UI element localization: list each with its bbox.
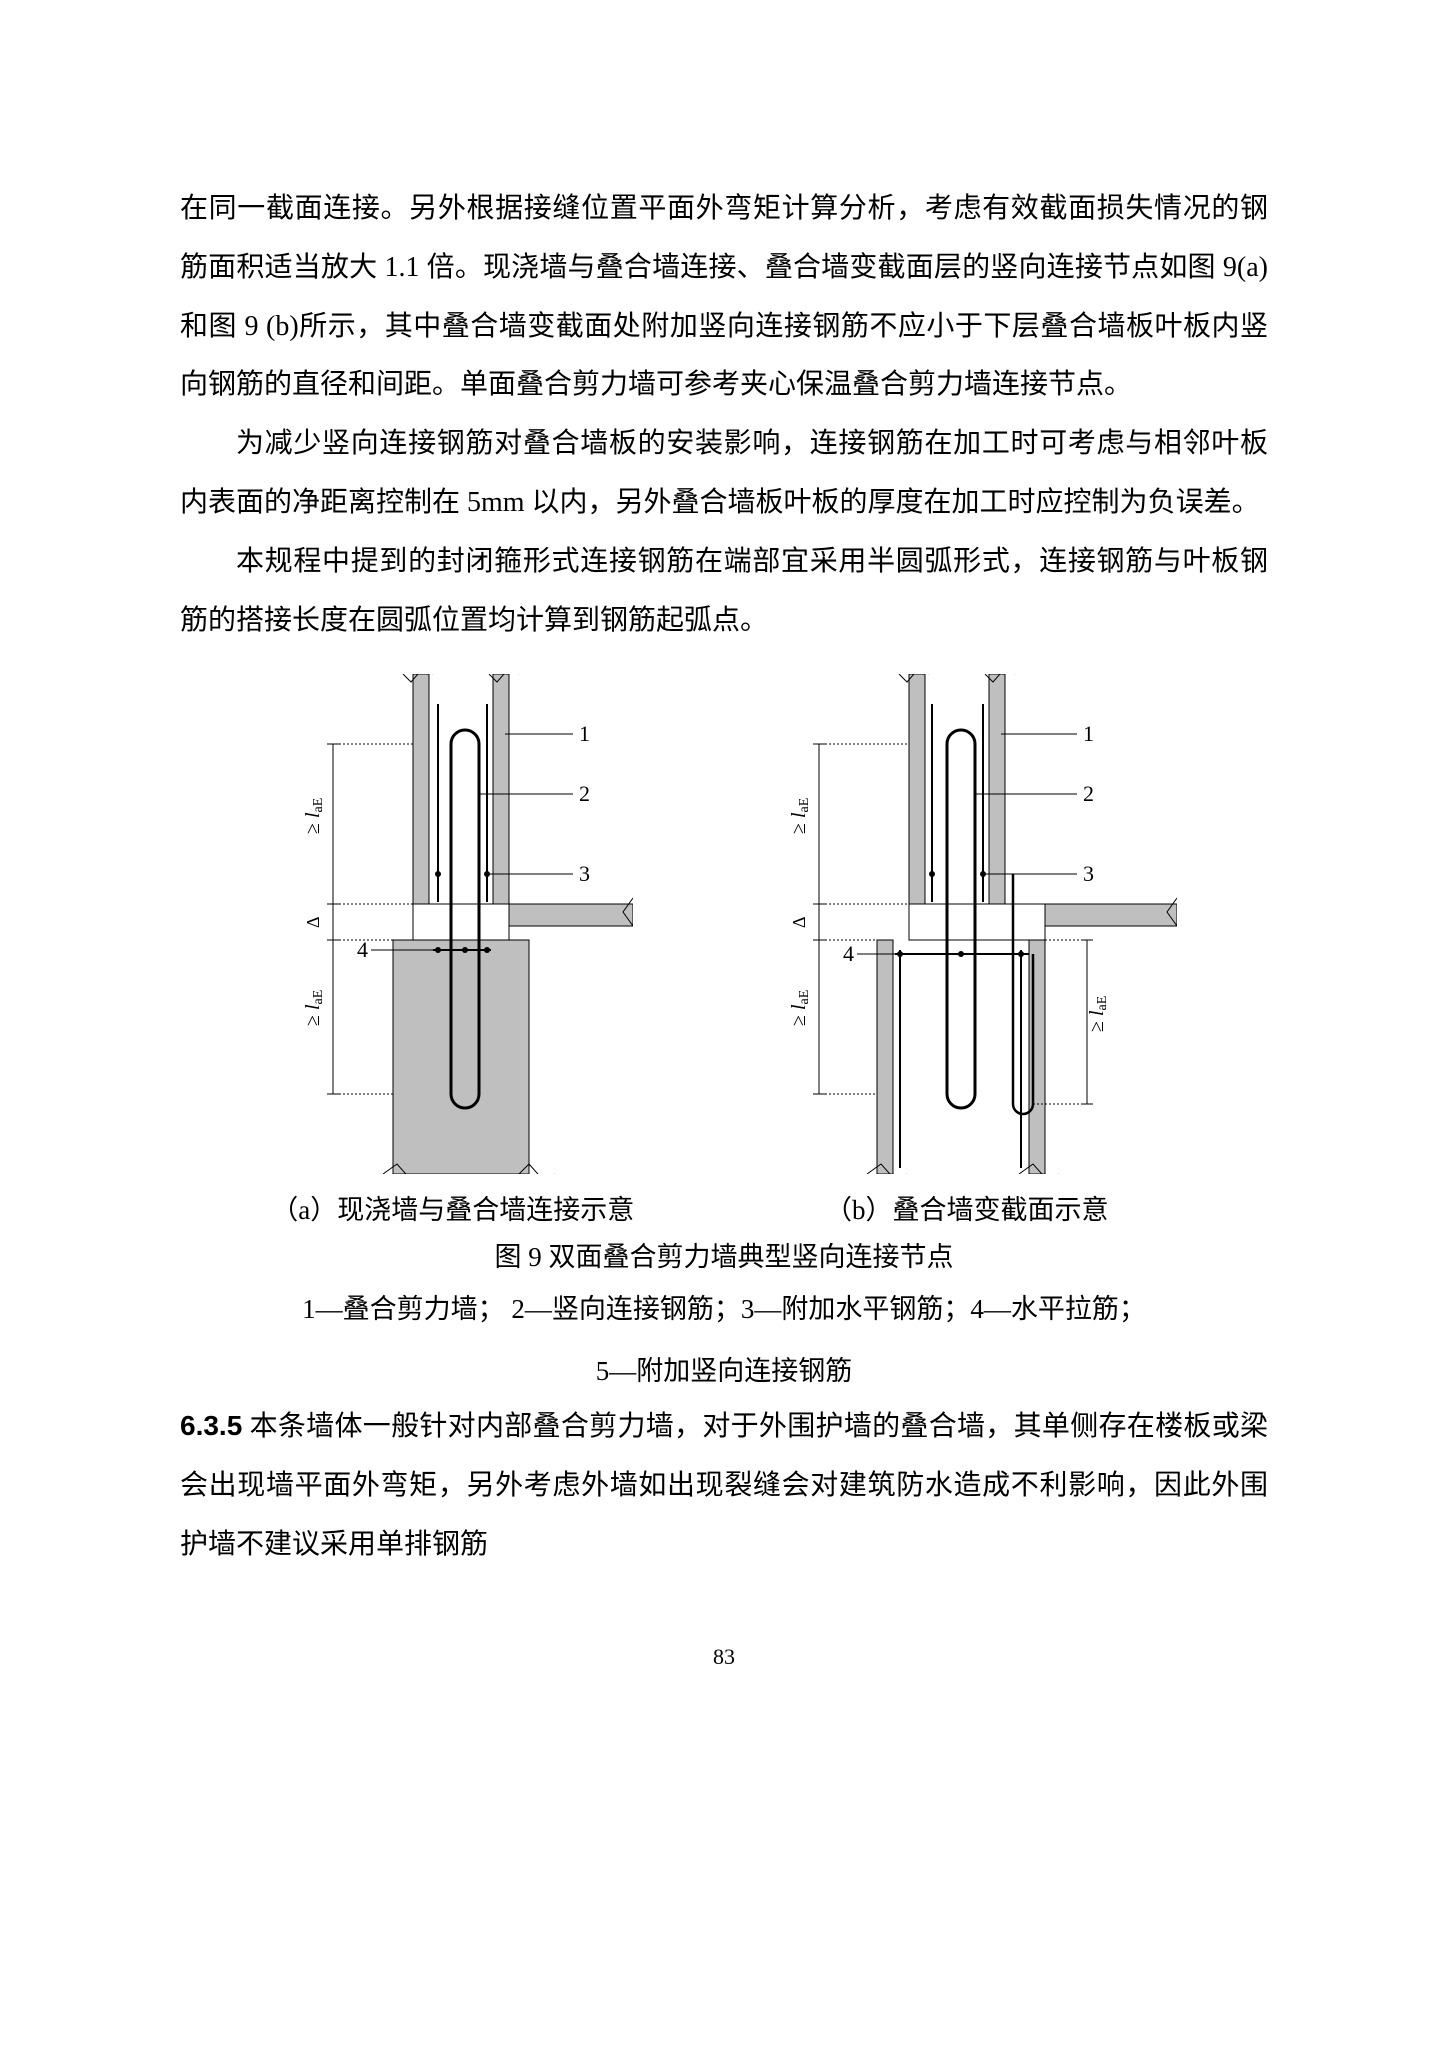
svg-text:3: 3 <box>1083 861 1094 886</box>
svg-text:≥ laE: ≥ laE <box>788 990 812 1026</box>
svg-text:≥ laE: ≥ laE <box>1086 996 1110 1032</box>
diagram-b: 1 2 3 4 ≥ laE Δ ≥ laE <box>757 674 1177 1174</box>
paragraph-1: 在同一截面连接。另外根据接缝位置平面外弯矩计算分析，考虑有效截面损失情况的钢筋面… <box>180 180 1268 415</box>
subfigure-a: 1 2 3 4 ≥ laE Δ ≥ laE <box>271 674 634 1227</box>
svg-text:Δ: Δ <box>303 917 323 929</box>
figure-9-legend-1: 1—叠合剪力墙； 2—竖向连接钢筋；3—附加水平钢筋；4—水平拉筋； <box>180 1284 1268 1335</box>
svg-text:1: 1 <box>579 721 590 746</box>
subfigure-b-caption: （b）叠合墙变截面示意 <box>825 1188 1109 1227</box>
svg-text:4: 4 <box>843 941 854 966</box>
svg-text:≥ laE: ≥ laE <box>302 990 326 1026</box>
figure-9-caption: 图 9 双面叠合剪力墙典型竖向连接节点 <box>180 1235 1268 1274</box>
section-number-635: 6.3.5 <box>180 1410 242 1441</box>
svg-text:2: 2 <box>1083 781 1094 806</box>
diagram-a: 1 2 3 4 ≥ laE Δ ≥ laE <box>273 674 633 1174</box>
svg-text:≥ laE: ≥ laE <box>302 798 326 834</box>
svg-text:4: 4 <box>357 937 368 962</box>
subfigure-b: 1 2 3 4 ≥ laE Δ ≥ laE <box>757 674 1177 1227</box>
paragraph-635-text: 本条墙体一般针对内部叠合剪力墙，对于外围护墙的叠合墙，其单侧存在楼板或梁会出现墙… <box>180 1411 1268 1560</box>
paragraph-635: 6.3.5 本条墙体一般针对内部叠合剪力墙，对于外围护墙的叠合墙，其单侧存在楼板… <box>180 1397 1268 1574</box>
svg-text:3: 3 <box>579 861 590 886</box>
svg-text:≥ laE: ≥ laE <box>788 798 812 834</box>
svg-text:1: 1 <box>1083 721 1094 746</box>
svg-text:2: 2 <box>579 781 590 806</box>
subfigure-a-caption: （a）现浇墙与叠合墙连接示意 <box>271 1188 634 1227</box>
paragraph-3: 本规程中提到的封闭箍形式连接钢筋在端部宜采用半圆弧形式，连接钢筋与叶板钢筋的搭接… <box>180 533 1268 651</box>
svg-text:Δ: Δ <box>789 917 809 929</box>
paragraph-2: 为减少竖向连接钢筋对叠合墙板的安装影响，连接钢筋在加工时可考虑与相邻叶板内表面的… <box>180 415 1268 533</box>
figure-9-legend-2: 5—附加竖向连接钢筋 <box>180 1346 1268 1397</box>
page-number: 83 <box>180 1644 1268 1670</box>
figure-9-row: 1 2 3 4 ≥ laE Δ ≥ laE <box>240 674 1208 1227</box>
